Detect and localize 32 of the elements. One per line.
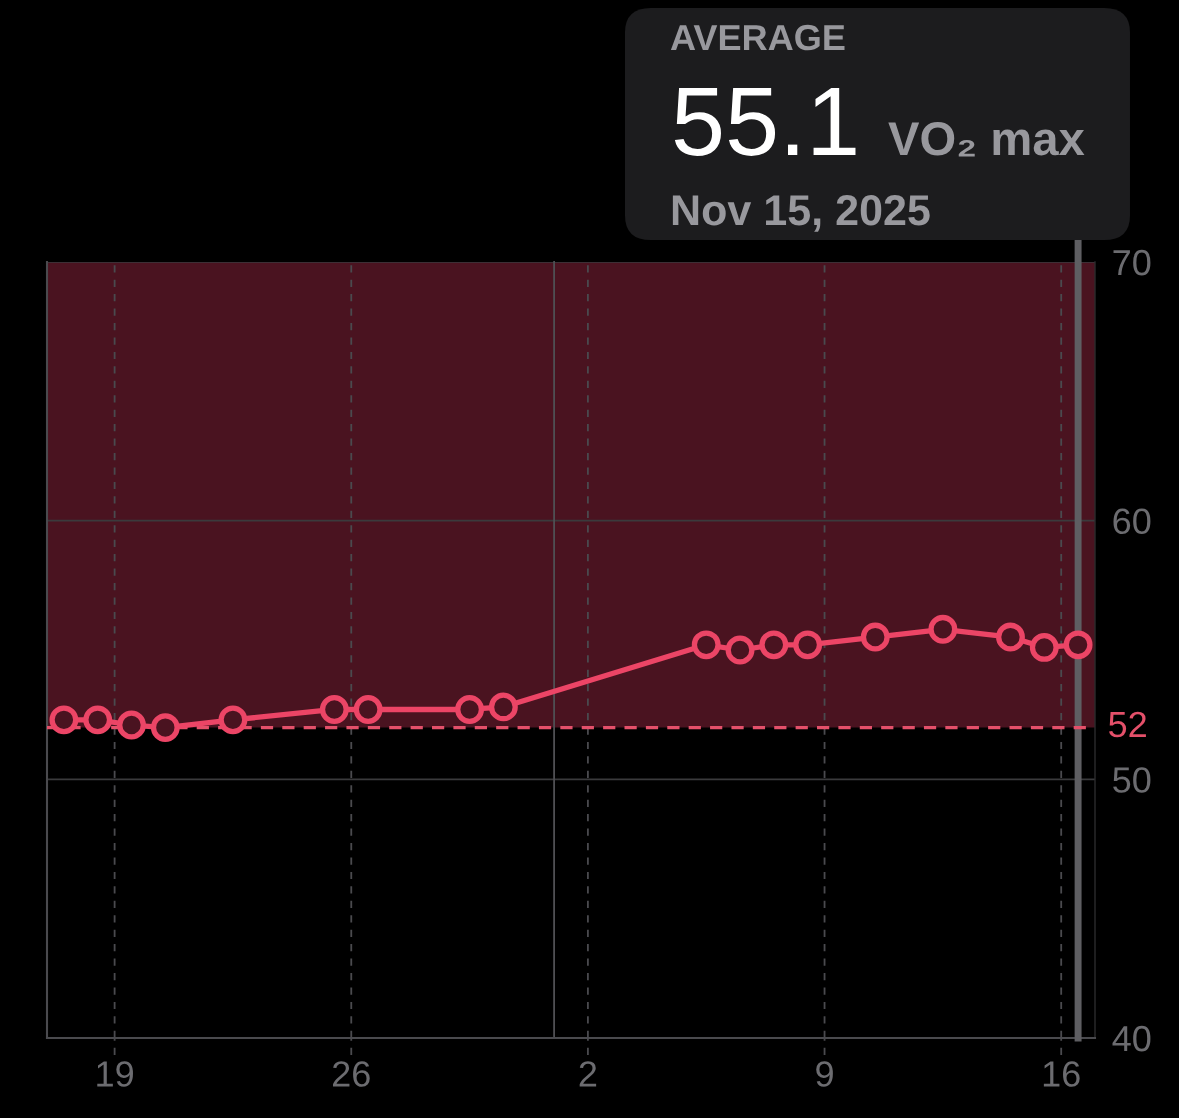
point xyxy=(150,713,180,743)
point xyxy=(759,630,789,660)
x-tick-label: 2 xyxy=(579,1061,597,1087)
y-tick-label: 70 xyxy=(1113,249,1151,276)
point xyxy=(488,692,518,722)
point xyxy=(860,622,890,652)
y-tick-label: 50 xyxy=(1113,767,1151,793)
x-tick-label: 19 xyxy=(97,1061,133,1087)
point xyxy=(83,705,113,735)
point xyxy=(49,705,79,735)
point xyxy=(928,614,958,644)
point xyxy=(218,705,248,735)
text: 55.1 xyxy=(674,88,856,156)
y-tick-label: 40 xyxy=(1112,1025,1151,1052)
ref-line-label: 52 xyxy=(1109,711,1146,738)
x-tick-label: 9 xyxy=(816,1061,833,1087)
point xyxy=(996,622,1025,652)
text: AVERAGE xyxy=(670,24,845,51)
point xyxy=(725,635,755,665)
point xyxy=(1063,630,1093,660)
point xyxy=(319,695,349,724)
point xyxy=(793,630,823,660)
point xyxy=(117,710,146,740)
x-tick-label: 26 xyxy=(332,1061,370,1087)
point xyxy=(691,630,721,660)
point xyxy=(353,695,383,724)
point xyxy=(1029,632,1059,662)
point xyxy=(455,695,485,724)
y-tick-label: 60 xyxy=(1113,508,1151,535)
x-tick-label: 16 xyxy=(1043,1061,1080,1087)
text: Nov 15, 2025 xyxy=(672,194,930,232)
text: VO₂ max xyxy=(888,122,1085,157)
